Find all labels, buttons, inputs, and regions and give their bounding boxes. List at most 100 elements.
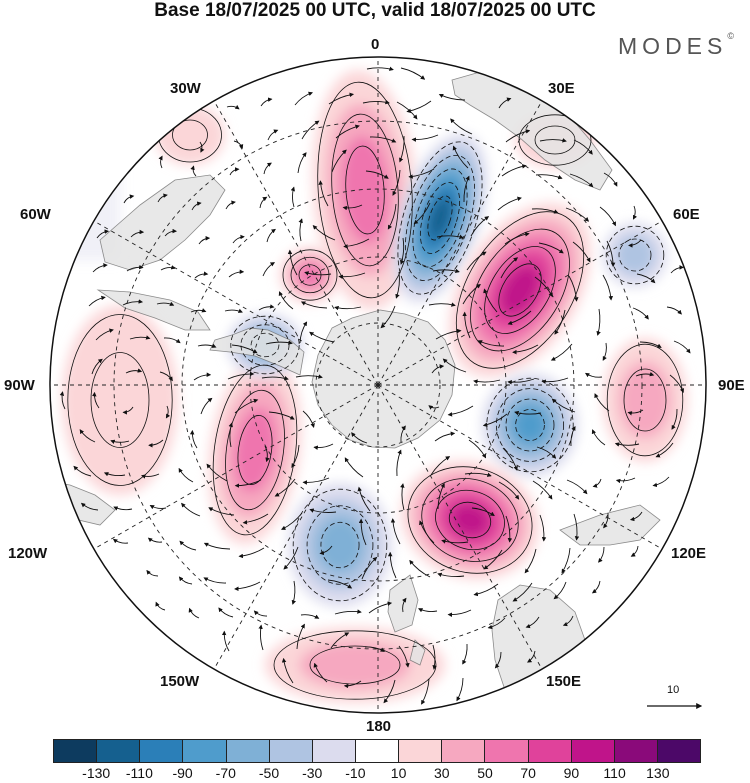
wind-arrow bbox=[408, 168, 435, 179]
colorbar-cell bbox=[399, 740, 443, 762]
wind-arrow bbox=[268, 411, 295, 420]
colorbar-cell bbox=[657, 740, 701, 762]
wind-arrow bbox=[129, 335, 151, 340]
wind-arrow bbox=[507, 310, 532, 326]
wind-arrow bbox=[431, 364, 445, 374]
wind-arrow bbox=[670, 265, 685, 274]
wind-arrow bbox=[456, 677, 464, 702]
wind-arrow bbox=[395, 271, 400, 299]
wind-arrow bbox=[262, 262, 276, 277]
wind-arrow bbox=[189, 429, 198, 449]
wind-arrow bbox=[91, 358, 103, 375]
wind-arrow bbox=[200, 397, 213, 415]
wind-arrow bbox=[437, 482, 445, 510]
wind-arrow bbox=[203, 542, 231, 550]
wind-arrow bbox=[178, 467, 194, 483]
wind-arrow bbox=[498, 97, 512, 109]
wind-arrow bbox=[361, 556, 378, 580]
lon-label-90w: 90W bbox=[4, 377, 35, 394]
wind-arrow bbox=[569, 173, 594, 188]
wind-arrow bbox=[366, 66, 394, 71]
wind-arrow bbox=[470, 216, 490, 237]
wind-arrow bbox=[539, 138, 567, 143]
wind-arrow bbox=[505, 515, 513, 543]
contour-line bbox=[412, 168, 468, 268]
wind-arrow bbox=[159, 371, 173, 382]
wind-arrow bbox=[527, 650, 536, 663]
wind-arrow bbox=[160, 265, 176, 271]
wind-arrow bbox=[466, 251, 487, 271]
colorbar-cell bbox=[442, 740, 486, 762]
contour-line bbox=[486, 377, 574, 473]
contour-line bbox=[230, 315, 300, 375]
wind-arrow bbox=[113, 506, 133, 511]
wind-arrow bbox=[343, 238, 370, 249]
wind-arrow bbox=[435, 328, 462, 340]
colorbar-tick-label: -50 bbox=[258, 765, 280, 781]
colorbar-tick-label: 110 bbox=[603, 765, 626, 781]
wind-arrow bbox=[335, 124, 360, 139]
wind-arrow bbox=[368, 601, 393, 614]
lon-label-60w: 60W bbox=[20, 206, 51, 223]
wind-arrow bbox=[179, 540, 197, 551]
wind-arrow bbox=[400, 483, 405, 511]
colorbar-cell bbox=[528, 740, 572, 762]
wind-arrow bbox=[406, 100, 432, 114]
wind-arrow bbox=[565, 207, 590, 222]
wind-arrow bbox=[399, 237, 405, 265]
contour-line bbox=[419, 182, 461, 254]
anomaly-cell bbox=[393, 133, 487, 303]
lon-label-60e: 60E bbox=[673, 206, 700, 223]
wind-vectors bbox=[59, 66, 691, 705]
meridian-line bbox=[91, 219, 379, 386]
wind-arrow bbox=[514, 410, 542, 416]
wind-arrow bbox=[226, 104, 240, 110]
wind-arrow bbox=[73, 465, 92, 477]
wind-arrow bbox=[96, 229, 110, 239]
wind-arrow bbox=[442, 358, 467, 373]
wind-arrow bbox=[380, 305, 396, 329]
colorbar-tick-label: 90 bbox=[563, 765, 580, 781]
wind-arrow bbox=[387, 203, 397, 230]
colorbar-cell bbox=[97, 740, 141, 762]
wind-arrow bbox=[430, 456, 451, 476]
wind-arrow bbox=[296, 623, 305, 650]
land-shape bbox=[96, 289, 211, 331]
wind-arrow bbox=[228, 422, 233, 448]
wind-arrow bbox=[343, 680, 362, 689]
contour-line bbox=[237, 415, 273, 485]
wind-arrow bbox=[156, 301, 175, 306]
wind-arrow bbox=[301, 120, 320, 140]
wind-arrow bbox=[342, 204, 363, 211]
contour-line bbox=[605, 225, 665, 285]
lon-label-150w: 150W bbox=[160, 673, 200, 690]
wind-arrow bbox=[570, 425, 576, 447]
wind-arrow bbox=[193, 372, 212, 381]
wind-arrow bbox=[615, 477, 636, 484]
wind-arrow bbox=[483, 288, 498, 313]
wind-arrow bbox=[652, 476, 670, 488]
wind-arrow bbox=[178, 576, 193, 585]
wind-arrow bbox=[234, 581, 261, 592]
wind-arrow bbox=[627, 409, 644, 416]
anomaly-cell bbox=[603, 223, 667, 287]
wind-arrow bbox=[334, 609, 362, 615]
wind-arrow bbox=[123, 194, 135, 204]
colorbar-tick-label: -10 bbox=[345, 765, 366, 781]
wind-arrow bbox=[562, 615, 574, 627]
wind-arrow bbox=[188, 607, 200, 619]
lon-label-30e: 30E bbox=[548, 80, 575, 97]
wind-arrow bbox=[628, 239, 642, 248]
contour-line bbox=[505, 398, 555, 452]
wind-arrow bbox=[88, 295, 106, 307]
wind-arrow bbox=[163, 337, 181, 344]
wind-arrow bbox=[452, 145, 469, 169]
wind-arrow bbox=[419, 520, 435, 544]
wind-arrow bbox=[534, 276, 553, 298]
wind-arrow bbox=[287, 249, 298, 276]
meridian-line bbox=[377, 384, 544, 672]
wind-arrow bbox=[165, 405, 171, 419]
wind-arrow bbox=[126, 264, 144, 272]
anomaly-cell bbox=[312, 70, 418, 310]
wind-arrow bbox=[438, 93, 466, 101]
